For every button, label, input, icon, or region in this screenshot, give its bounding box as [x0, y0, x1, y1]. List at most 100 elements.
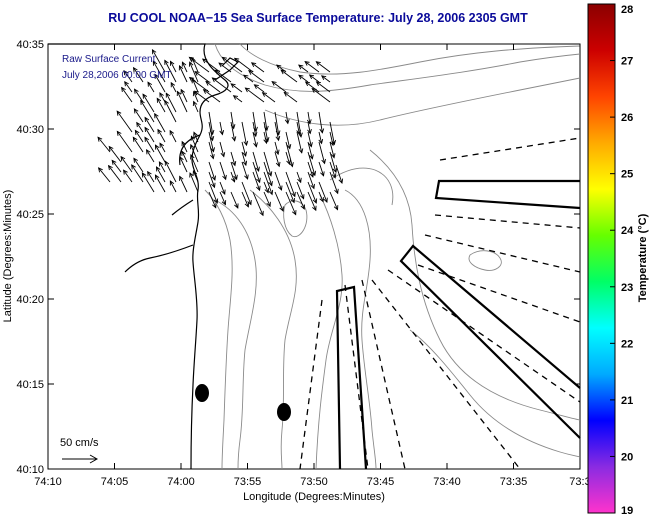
lane-outlines: [335, 179, 581, 470]
current-vector: [283, 91, 298, 103]
current-vector: [241, 161, 249, 180]
current-vector: [154, 73, 166, 93]
colorbar: 28 27 26 25 24 23 22 21 20 19 Temperature (°C): [587, 3, 649, 517]
colorbar-tick-label: 25: [621, 169, 633, 181]
current-vector: [133, 88, 144, 103]
current-vector: [147, 81, 155, 93]
current-vector: [298, 64, 309, 73]
current-vector: [144, 136, 155, 153]
current-vector: [284, 111, 290, 125]
current-vector: [252, 171, 261, 192]
annotation-line2: July 28,2006 00:00 GMT: [62, 70, 172, 81]
current-vector: [159, 92, 166, 103]
current-vector: [230, 83, 243, 93]
current-vector: [230, 171, 236, 183]
current-vector: [192, 100, 199, 113]
current-vector: [122, 169, 133, 183]
colorbar-gradient: [587, 3, 616, 514]
current-vector: [211, 77, 232, 93]
x-axis: 74:10 74:05 74:00 73:55 73:50 73:45 73:40 73:35…: [34, 44, 591, 488]
current-vector: [261, 92, 276, 103]
current-vector: [241, 151, 248, 167]
current-vector: [202, 89, 221, 103]
y-tick-label: 40:10: [16, 464, 44, 476]
x-tick-label: 73:35: [500, 476, 528, 488]
current-vector: [141, 172, 155, 193]
annotation-line1: Raw Surface Current: [62, 54, 156, 65]
current-vector: [164, 59, 177, 83]
current-vector: [296, 191, 305, 210]
current-vector: [252, 161, 261, 184]
current-vector: [304, 81, 320, 93]
current-vector: [253, 84, 265, 93]
current-vector: [274, 151, 281, 168]
current-vector: [164, 160, 177, 183]
x-tick-label: 73:55: [234, 476, 262, 488]
colorbar-label: Temperature (°C): [637, 213, 649, 302]
current-vector: [263, 161, 273, 187]
current-vector: [243, 74, 254, 83]
current-vector: [189, 172, 199, 193]
current-vector: [230, 161, 238, 181]
current-vector: [151, 48, 166, 73]
current-vector: [208, 141, 215, 160]
current-vector: [188, 76, 210, 93]
current-vector: [241, 121, 249, 147]
current-vector: [208, 191, 217, 209]
current-vector: [144, 126, 155, 143]
y-axis: 40:35 40:30 40:25 40:20 40:15 40:10: [16, 39, 580, 476]
bathymetry-contours: [204, 43, 581, 470]
current-vector: [296, 131, 304, 154]
current-vector: [318, 161, 325, 177]
current-vector: [132, 136, 144, 153]
current-vector: [263, 131, 269, 145]
scale-label: 50 cm/s: [60, 437, 99, 449]
current-vector: [307, 191, 317, 212]
current-vector: [156, 97, 166, 113]
current-vector: [248, 70, 265, 83]
current-vector: [329, 161, 337, 179]
current-vector: [190, 135, 199, 153]
current-vector: [219, 161, 227, 181]
current-vector: [230, 151, 237, 167]
x-tick-label: 74:05: [101, 476, 129, 488]
current-vector: [280, 69, 298, 83]
current-vector: [296, 121, 301, 136]
current-vector: [329, 141, 336, 159]
current-vector: [123, 69, 133, 83]
current-vector: [219, 121, 225, 136]
current-vector: [252, 151, 260, 173]
velocity-scale: 50 cm/s: [60, 437, 99, 464]
colorbar-tick-label: 19: [621, 505, 633, 517]
current-vector: [318, 111, 325, 134]
current-vector: [329, 191, 339, 211]
current-vector: [311, 88, 331, 103]
plot-area: Raw Surface Current July 28,2006 00:00 G…: [47, 43, 581, 470]
current-vector: [111, 159, 122, 173]
colorbar-tick-label: 20: [621, 451, 633, 463]
current-vector: [107, 164, 122, 183]
station-marker: [195, 384, 209, 402]
current-vector: [318, 131, 324, 145]
current-vector: [329, 131, 335, 147]
colorbar-tick-label: 22: [621, 338, 633, 350]
current-vector: [271, 80, 287, 93]
current-vector: [136, 121, 144, 133]
current-vector: [170, 60, 177, 73]
current-vector: [190, 154, 199, 173]
current-vector: [188, 61, 199, 83]
current-vector: [131, 164, 144, 183]
current-vector: [193, 131, 199, 143]
current-vector: [250, 62, 265, 73]
colorbar-tick-label: 21: [621, 395, 633, 407]
current-vector: [318, 181, 328, 204]
current-vector: [147, 170, 155, 183]
current-vector: [169, 180, 177, 193]
current-vector: [132, 66, 144, 83]
current-vector: [180, 88, 188, 103]
current-vector: [157, 128, 166, 143]
current-vector: [244, 87, 265, 103]
current-vector: [285, 171, 296, 198]
y-tick-label: 40:35: [16, 39, 44, 51]
current-vector: [133, 157, 144, 173]
